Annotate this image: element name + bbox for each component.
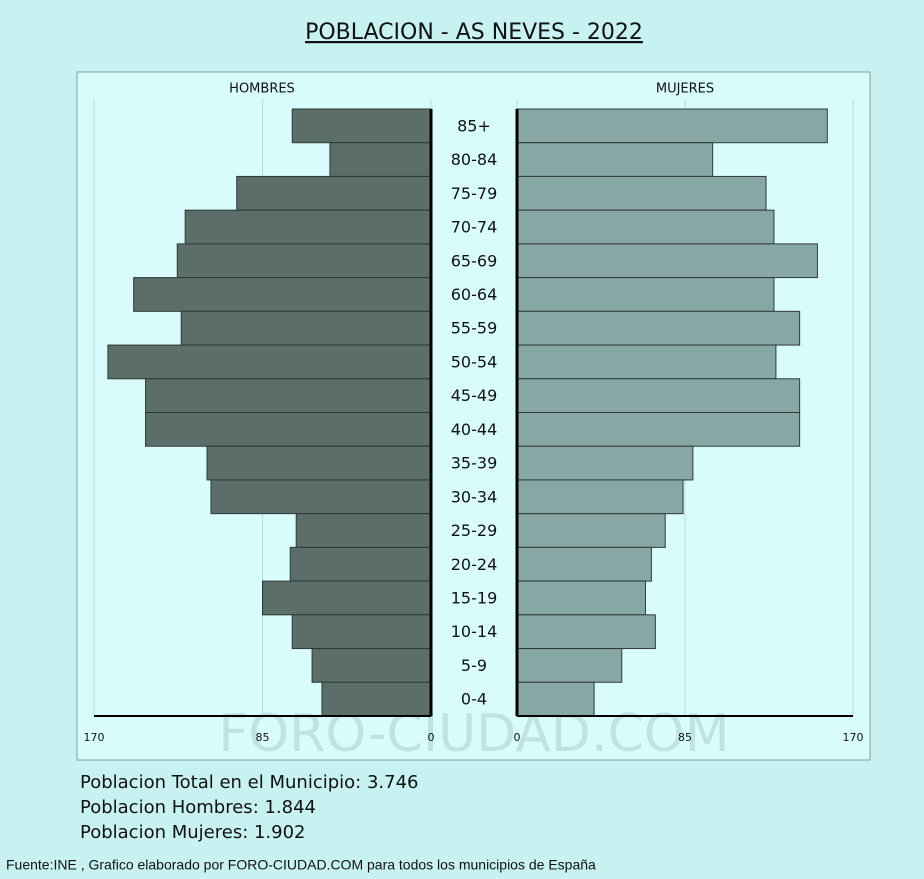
bar	[516, 445, 694, 481]
x-tick-label: 0	[514, 731, 521, 744]
category-label: 75-79	[451, 184, 498, 203]
chart-title: POBLACION - AS NEVES - 2022	[305, 20, 643, 45]
bar	[291, 108, 432, 144]
bar	[145, 412, 432, 447]
category-label: 85+	[457, 116, 491, 135]
bar	[206, 445, 432, 481]
bar	[516, 243, 818, 279]
bar	[133, 277, 432, 312]
bar	[516, 412, 801, 447]
bar	[311, 648, 432, 683]
category-label: 80-84	[451, 150, 498, 169]
stat-line: Poblacion Total en el Municipio: 3.746	[80, 772, 418, 793]
bar	[180, 310, 432, 346]
bar	[321, 681, 432, 717]
bar	[289, 546, 432, 582]
x-tick-label: 170	[84, 731, 105, 744]
watermark: FORO-CIUDAD.COM	[218, 704, 729, 764]
category-label: 50-54	[451, 352, 498, 371]
category-label: 55-59	[451, 319, 498, 338]
category-label: 30-34	[451, 487, 498, 506]
x-tick-label: 85	[256, 731, 270, 744]
category-label: 25-29	[451, 521, 498, 540]
bar	[516, 344, 777, 380]
category-label: 65-69	[451, 251, 498, 270]
bar	[516, 108, 828, 144]
bar	[184, 209, 432, 245]
bar	[516, 479, 684, 515]
bar	[145, 378, 432, 413]
bar	[516, 513, 666, 548]
category-label: 40-44	[451, 420, 498, 439]
x-tick-label: 85	[678, 731, 692, 744]
stat-line: Poblacion Hombres: 1.844	[80, 797, 316, 818]
bar	[516, 546, 652, 582]
bar	[329, 142, 432, 177]
bar	[210, 479, 432, 515]
legend-label: MUJERES	[656, 82, 714, 97]
category-label: 60-64	[451, 285, 498, 304]
stat-line: Poblacion Mujeres: 1.902	[80, 822, 306, 843]
bar	[516, 378, 801, 413]
category-label: 35-39	[451, 454, 498, 473]
bar	[516, 681, 595, 717]
category-label: 0-4	[461, 690, 487, 709]
bar	[516, 142, 714, 177]
x-tick-label: 170	[843, 731, 864, 744]
bar	[516, 580, 646, 616]
category-label: 10-14	[451, 622, 498, 641]
bar	[516, 310, 801, 346]
bar	[295, 513, 432, 548]
bar	[176, 243, 432, 279]
bar	[236, 175, 432, 211]
category-label: 20-24	[451, 555, 498, 574]
category-label: 70-74	[451, 218, 498, 237]
category-label: 5-9	[461, 656, 487, 675]
bar	[107, 344, 432, 380]
bar	[516, 209, 775, 245]
bar	[516, 277, 775, 312]
category-label: 45-49	[451, 386, 498, 405]
bar	[262, 580, 432, 616]
x-tick-label: 0	[428, 731, 435, 744]
bar	[516, 648, 623, 683]
bar	[516, 614, 656, 650]
category-label: 15-19	[451, 588, 498, 607]
bar	[516, 175, 767, 211]
source: Fuente:INE , Grafico elaborado por FORO-…	[6, 857, 596, 873]
bar	[291, 614, 432, 650]
legend-label: HOMBRES	[229, 82, 295, 97]
